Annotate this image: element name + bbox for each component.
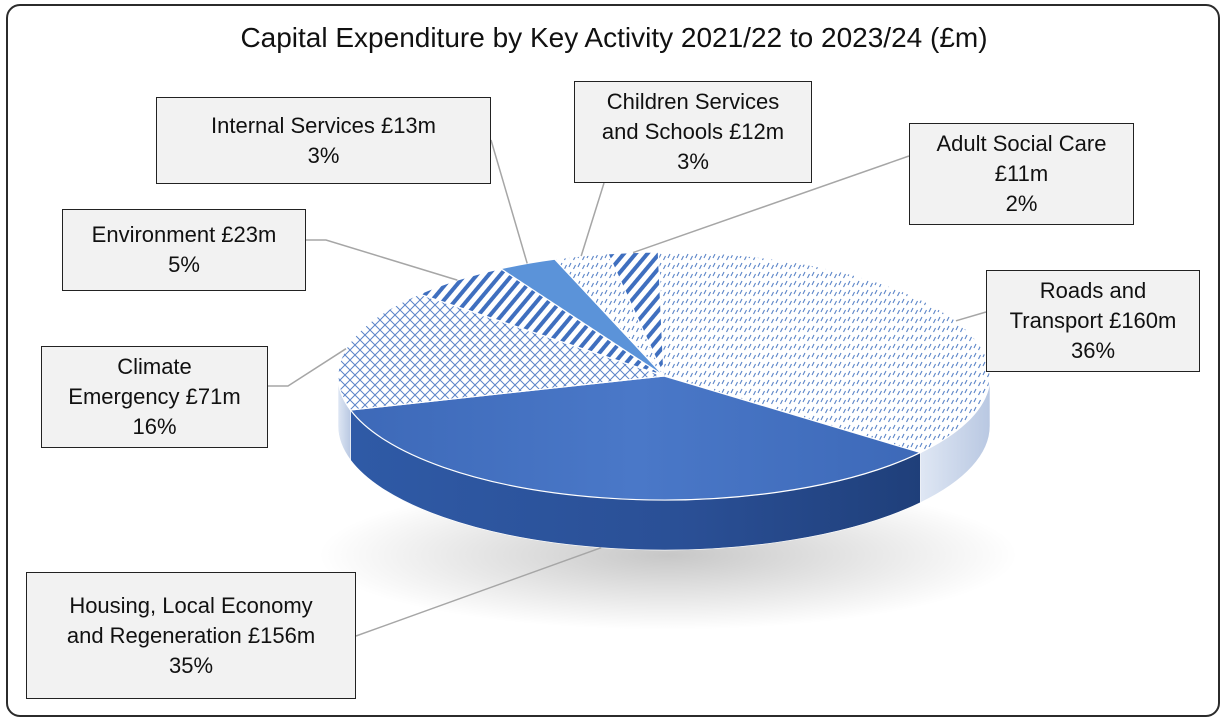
pie-slice-housing: [349, 375, 923, 501]
leader-line-housing: [355, 546, 602, 637]
chart-title: Capital Expenditure by Key Activity 2021…: [240, 22, 988, 53]
pie-slice-roads: [657, 251, 991, 454]
leader-line-climate: [268, 348, 347, 387]
data-label-environment: Environment £23m 5%: [62, 209, 306, 291]
data-label-internal: Internal Services £13m 3%: [156, 97, 491, 184]
data-label-roads: Roads and Transport £160m 36%: [986, 270, 1200, 372]
leader-lines: [268, 139, 987, 637]
data-label-adult: Adult Social Care £11m 2%: [909, 123, 1134, 225]
leader-line-environment: [306, 239, 458, 281]
leader-line-children: [580, 182, 605, 257]
pie-slice-adult: [607, 251, 665, 377]
leader-line-adult: [632, 155, 910, 254]
data-label-housing: Housing, Local Economy and Regeneration …: [26, 572, 356, 699]
data-label-children: Children Services and Schools £12m 3%: [574, 81, 812, 183]
leader-line-internal: [490, 139, 528, 264]
data-label-climate: Climate Emergency £71m 16%: [41, 346, 268, 448]
pie-tops: [337, 251, 991, 501]
leader-line-roads: [955, 311, 987, 322]
